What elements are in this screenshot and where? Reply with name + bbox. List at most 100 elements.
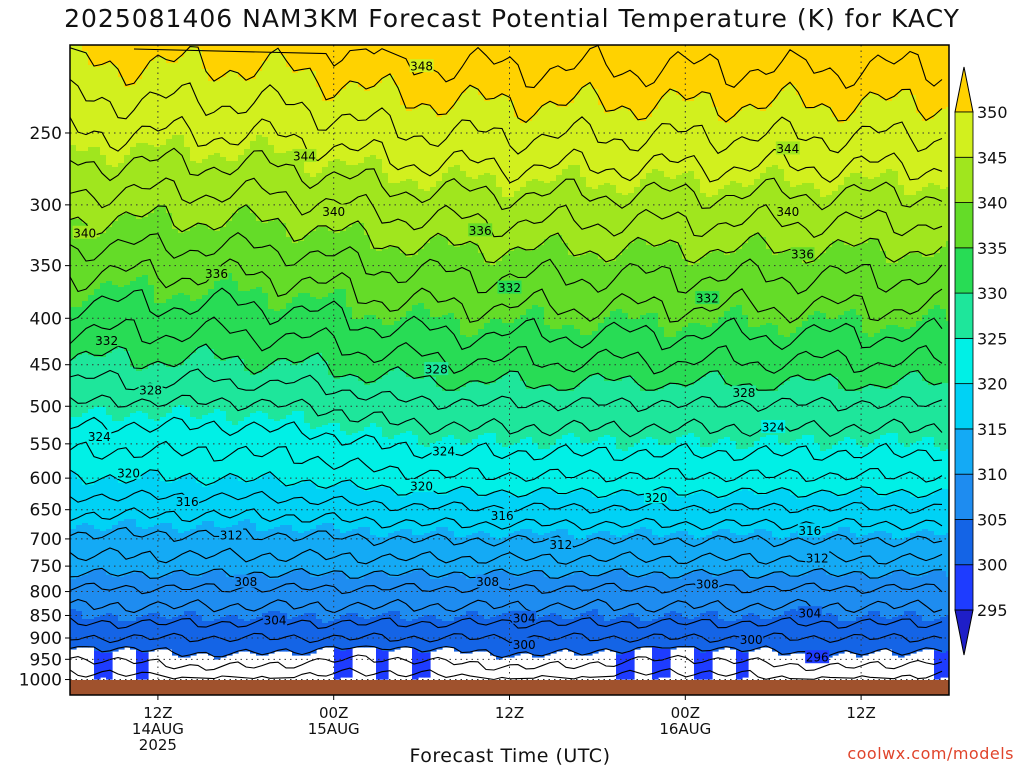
band-cell [304, 481, 311, 532]
band-cell [184, 45, 191, 52]
band-cell [832, 445, 839, 496]
band-cell [424, 653, 431, 678]
band-cell [136, 527, 143, 572]
band-cell [850, 491, 857, 534]
band-cell [922, 621, 929, 650]
y-tick-label: 250 [30, 124, 62, 144]
contour-label: 320 [645, 491, 668, 505]
band-cell [508, 445, 515, 496]
credit-link[interactable]: coolwx.com/models [847, 744, 1014, 763]
band-cell [724, 255, 731, 312]
band-cell [256, 411, 263, 480]
band-cell [82, 151, 89, 224]
band-cell [778, 539, 785, 574]
band-cell [814, 189, 821, 260]
band-cell [112, 421, 119, 478]
band-cell [778, 615, 785, 656]
band-cell [412, 181, 419, 256]
band-cell [478, 497, 485, 532]
band-cell [418, 653, 425, 678]
band-cell [562, 45, 569, 108]
band-cell [160, 145, 167, 206]
band-cell [886, 325, 893, 390]
band-cell [184, 231, 191, 296]
band-cell [382, 487, 389, 538]
band-cell [172, 45, 179, 64]
band-cell [238, 359, 245, 422]
band-cell [634, 239, 641, 320]
band-cell [370, 489, 377, 536]
contour-label-bg [94, 333, 119, 347]
band-cell [340, 45, 347, 90]
band-cell [442, 237, 449, 316]
band-cell [160, 617, 167, 650]
band-cell [730, 441, 737, 494]
band-cell [724, 497, 731, 530]
band-cell [808, 109, 815, 184]
band-cell [376, 537, 383, 572]
band-cell [868, 93, 875, 180]
colorbar-segment [954, 564, 974, 611]
band-cell [370, 617, 377, 648]
band-cell [946, 383, 949, 450]
band-cell [244, 81, 251, 150]
band-cell [652, 619, 659, 648]
band-cell [586, 575, 593, 612]
band-cell [154, 303, 161, 364]
band-cell [604, 45, 611, 114]
band-cell [550, 491, 557, 532]
band-cell [130, 45, 137, 86]
band-cell [556, 107, 563, 176]
band-cell [106, 45, 113, 64]
band-cell [532, 249, 539, 306]
band-cell [604, 263, 611, 318]
band-cell [802, 321, 809, 380]
band-cell [802, 107, 809, 184]
band-cell [166, 139, 173, 214]
contour-label-bg [695, 577, 720, 591]
band-cell [928, 119, 935, 184]
band-cell [934, 535, 941, 572]
band-cell [892, 171, 899, 264]
band-cell [646, 575, 653, 622]
band-cell [874, 45, 881, 96]
band-cell [604, 573, 611, 622]
band-cell [604, 497, 611, 532]
band-cell [856, 105, 863, 174]
band-cell [496, 443, 503, 492]
band-cell [382, 573, 389, 614]
band-cell [358, 381, 365, 432]
colorbar-label: 350 [977, 103, 1008, 122]
band-cell [670, 179, 677, 242]
band-cell [946, 241, 949, 322]
band-cell [934, 113, 941, 186]
band-cell [694, 571, 701, 618]
band-cell [124, 519, 131, 576]
band-cell [676, 579, 683, 614]
band-cell [784, 85, 791, 182]
band-cell [274, 527, 281, 580]
band-cell [202, 487, 209, 522]
band-cell [340, 481, 347, 534]
band-cell [808, 381, 815, 436]
band-cell [334, 485, 341, 530]
band-cell [154, 45, 161, 58]
band-cell [922, 529, 929, 576]
band-cell [394, 321, 401, 368]
band-cell [508, 101, 515, 198]
band-cell [712, 443, 719, 498]
band-cell [298, 241, 305, 294]
band-cell [178, 57, 185, 136]
band-cell [136, 143, 143, 220]
band-cell [598, 615, 605, 652]
band-cell [430, 109, 437, 188]
band-cell [808, 183, 815, 264]
band-cell [568, 103, 575, 166]
band-cell [190, 161, 197, 228]
contour-line-306 [70, 598, 943, 614]
chart-title: 2025081406 NAM3KM Forecast Potential Tem… [64, 4, 960, 33]
band-cell [358, 223, 365, 320]
band-cell [256, 287, 263, 374]
band-cell [574, 165, 581, 258]
band-cell [616, 569, 623, 618]
